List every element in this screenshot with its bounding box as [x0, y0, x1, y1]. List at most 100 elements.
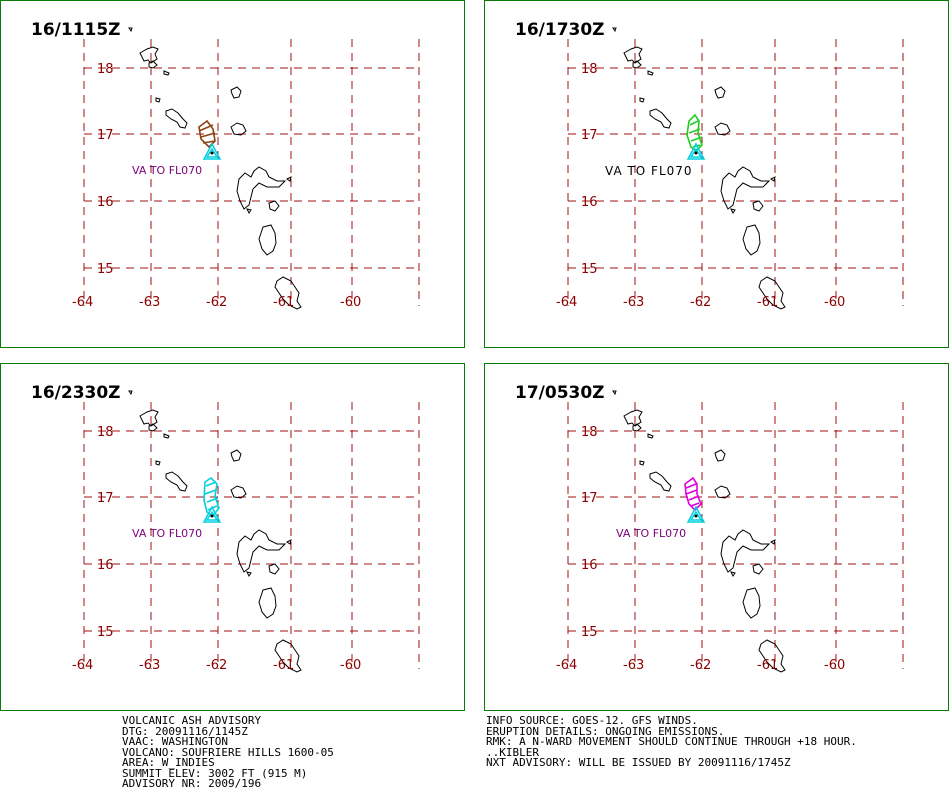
- ash-cloud-outline: [686, 113, 703, 153]
- lon-label: -60: [340, 658, 361, 673]
- advisory-line: ADVISORY NR: 2009/196: [122, 777, 262, 790]
- island-outline: [155, 97, 161, 103]
- lat-label: 16: [97, 558, 114, 573]
- lon-label: -61: [273, 295, 294, 310]
- volcano-triangle-icon: [686, 142, 706, 160]
- lat-label: 16: [581, 558, 598, 573]
- ash-cloud-outline: [204, 489, 217, 495]
- ash-cloud-outline: [685, 483, 697, 489]
- map-canvas: 18 17 16 15 -64 -63 -62 -61 -60 VA TO FL070: [72, 390, 420, 673]
- lat-label: 16: [581, 195, 598, 210]
- lon-label: -61: [273, 658, 294, 673]
- ash-cloud-outline: [690, 136, 703, 142]
- island-outline: [752, 563, 764, 575]
- island-outline: [139, 409, 159, 427]
- island-outline: [246, 208, 252, 214]
- advisory-line: ERUPTION DETAILS: ONGOING EMISSIONS.: [486, 724, 725, 738]
- island-outline: [268, 200, 280, 212]
- ash-cloud-outline: [689, 120, 699, 126]
- island-outline: [236, 529, 287, 573]
- advisory-line: DTG: 20091116/1145Z: [122, 724, 248, 738]
- ash-cloud-outline: [205, 481, 217, 487]
- volcano-triangle-inner: [205, 147, 219, 158]
- lon-label: -62: [690, 295, 711, 310]
- advisory-line: INFO SOURCE: GOES-12. GFS WINDS.: [486, 714, 698, 727]
- map-panel: 18 17 16 15 -64 -63 -62 -61 -60 VA TO FL070 16/11…: [0, 0, 465, 348]
- island-outline: [148, 423, 158, 432]
- lon-label: -64: [556, 658, 577, 673]
- lat-label: 15: [97, 262, 114, 277]
- lat-label: 17: [581, 128, 598, 143]
- island-outline: [639, 460, 645, 466]
- lat-label: 15: [581, 262, 598, 277]
- island-outline: [752, 200, 764, 212]
- advisory-line: RMK: A N-WARD MOVEMENT SHOULD CONTINUE T…: [486, 735, 857, 748]
- island-outline: [649, 471, 672, 492]
- ash-cloud-outline: [688, 495, 700, 501]
- lat-label: 18: [581, 62, 598, 77]
- va-label: VA TO FL070: [132, 527, 202, 540]
- island-outline: [139, 46, 159, 64]
- island-outline: [770, 539, 776, 545]
- lat-label: 16: [97, 195, 114, 210]
- lon-label: -63: [623, 295, 644, 310]
- panel-title: 16/2330Z: [31, 383, 121, 403]
- advisory-line: VAAC: WASHINGTON: [122, 735, 228, 748]
- ash-cloud: [198, 119, 216, 149]
- island-outline: [714, 449, 726, 462]
- island-outline: [230, 485, 247, 499]
- island-outline: [730, 571, 736, 577]
- lat-label: 15: [581, 625, 598, 640]
- island-outline: [612, 27, 617, 33]
- ash-cloud-outline: [203, 476, 220, 518]
- island-outline: [649, 108, 672, 129]
- island-outline: [632, 60, 642, 69]
- advisory-line: AREA: W_INDIES: [122, 756, 215, 769]
- advisory-text-right: INFO SOURCE: GOES-12. GFS WINDS. ERUPTIO…: [486, 714, 857, 769]
- ash-cloud-outline: [684, 476, 702, 512]
- advisory-line: NXT ADVISORY: WILL BE ISSUED BY 20091116…: [486, 756, 791, 769]
- lon-label: -62: [690, 658, 711, 673]
- map-canvas: 18 17 16 15 -64 -63 -62 -61 -60 VA TO FL070: [556, 390, 904, 673]
- island-outline: [274, 639, 302, 673]
- map-panel: 18 17 16 15 -64 -63 -62 -61 -60 VA TO FL070 16/17…: [484, 0, 949, 348]
- panel-title: 16/1115Z: [31, 20, 121, 40]
- island-outline: [236, 166, 287, 210]
- volcano-triangle-icon: [202, 505, 222, 523]
- advisory-text-left: VOLCANIC ASH ADVISORY DTG: 20091116/1145…: [122, 715, 334, 790]
- island-outline: [730, 208, 736, 214]
- lat-label: 18: [581, 425, 598, 440]
- ash-cloud-outline: [690, 502, 700, 507]
- advisory-line: VOLCANO: SOUFRIERE HILLS 1600-05: [122, 745, 334, 759]
- lon-label: -62: [206, 295, 227, 310]
- island-outline: [286, 176, 292, 182]
- island-outline: [639, 97, 645, 103]
- ash-cloud-outline: [685, 489, 698, 495]
- island-outline: [230, 86, 242, 99]
- volcano-triangle-outline: [686, 505, 706, 523]
- island-outline: [714, 86, 726, 99]
- island-outline: [148, 60, 158, 69]
- lon-label: -60: [824, 658, 845, 673]
- volcano-triangle-outline: [202, 505, 222, 523]
- volcano-dot: [694, 514, 698, 518]
- island-outline: [286, 539, 292, 545]
- map-canvas: 18 17 16 15 -64 -63 -62 -61 -60 VA TO FL070: [72, 27, 420, 310]
- lon-label: -63: [139, 658, 160, 673]
- volcano-triangle-inner: [689, 147, 703, 158]
- island-outline: [165, 108, 188, 129]
- map-canvas: 18 17 16 15 -64 -63 -62 -61 -60 VA TO FL070: [556, 27, 904, 310]
- island-outline: [155, 460, 161, 466]
- ash-cloud-outline: [206, 497, 219, 503]
- volcano-triangle-inner: [205, 510, 219, 521]
- ash-cloud: [684, 476, 702, 512]
- volcano-triangle-outline: [686, 142, 706, 160]
- volcano-triangle-icon: [202, 142, 222, 160]
- island-outline: [246, 571, 252, 577]
- lon-label: -60: [340, 295, 361, 310]
- ash-cloud-outline: [202, 140, 216, 144]
- lon-label: -60: [824, 295, 845, 310]
- island-outline: [163, 433, 170, 439]
- volcano-triangle-inner: [689, 510, 703, 521]
- island-outline: [623, 409, 643, 427]
